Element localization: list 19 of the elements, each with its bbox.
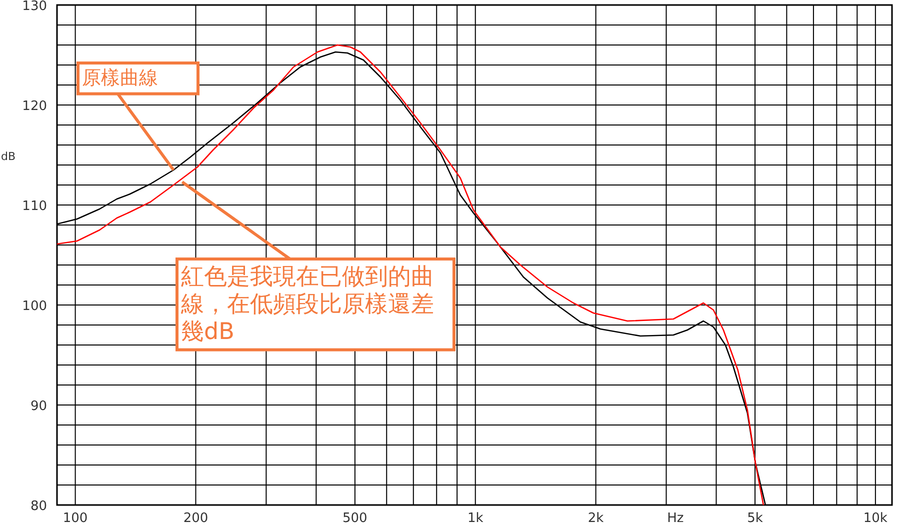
y-axis-title: dB bbox=[1, 150, 16, 163]
x-tick-label: 1k bbox=[467, 511, 484, 526]
x-tick-label: 2k bbox=[588, 511, 604, 526]
x-tick-label: 200 bbox=[183, 511, 208, 526]
annotation: 原樣曲線 bbox=[76, 62, 200, 171]
x-tick-label: 10k bbox=[863, 511, 888, 526]
annotation: 紅色是我現在已做到的曲線，在低頻段比原樣還差幾dB bbox=[180, 264, 434, 346]
x-tick-label: 500 bbox=[342, 511, 368, 526]
y-tick-label: 90 bbox=[30, 399, 47, 414]
y-tick-label: 130 bbox=[22, 0, 47, 14]
x-tick-label: 5k bbox=[747, 511, 764, 526]
y-tick-label: 110 bbox=[22, 199, 47, 214]
annotation: 原樣曲線 bbox=[82, 67, 158, 89]
y-tick-label: 100 bbox=[22, 299, 47, 314]
annotation: 紅色是我現在已做到的曲線，在低頻段比原樣還差幾dB bbox=[176, 180, 456, 352]
y-tick-label: 120 bbox=[22, 99, 47, 114]
x-axis-title: Hz bbox=[667, 511, 684, 526]
x-tick-label: 100 bbox=[62, 511, 88, 526]
y-tick-label: 80 bbox=[30, 499, 47, 514]
